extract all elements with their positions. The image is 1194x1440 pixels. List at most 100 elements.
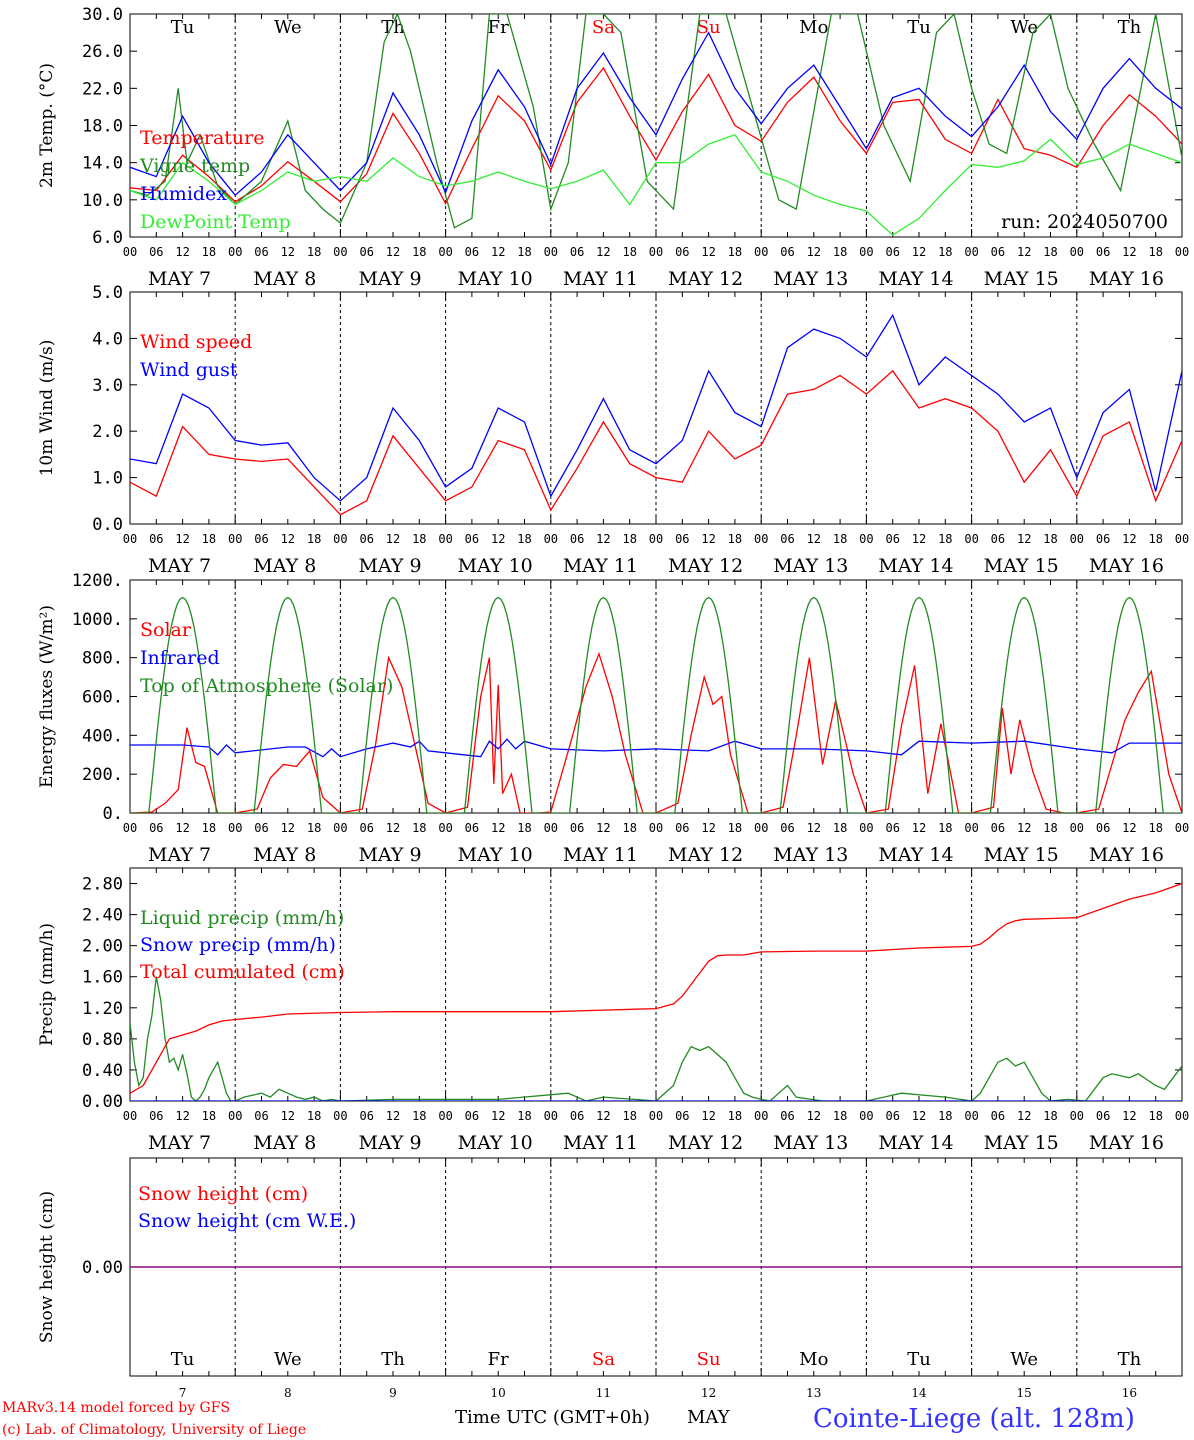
hour-tick-label: 06 [465, 821, 479, 835]
day-number: 11 [596, 1386, 611, 1400]
date-label: MAY 7 [148, 844, 211, 866]
hour-tick-label: 18 [1148, 1109, 1162, 1123]
date-label: MAY 13 [773, 268, 848, 290]
hour-tick-label: 18 [307, 245, 321, 259]
hour-tick-label: 00 [544, 245, 558, 259]
series-line-total-cumulated-cm- [130, 882, 1182, 1094]
hour-tick-label: 06 [465, 532, 479, 546]
date-label: MAY 16 [1089, 555, 1164, 577]
hour-tick-label: 12 [912, 821, 926, 835]
date-label: MAY 8 [253, 555, 316, 577]
y-tick-label: 1000. [72, 610, 123, 630]
hour-tick-label: 12 [491, 532, 505, 546]
hour-tick-label: 18 [728, 821, 742, 835]
panel-4: 0.00 0.40 0.80 1.20 1.60 2.00 2.40 2.80 Precip (… [37, 867, 1189, 1154]
date-label: MAY 13 [773, 555, 848, 577]
hour-tick-label: 00 [333, 1109, 347, 1123]
y-tick-label: 5.0 [92, 283, 123, 303]
hour-tick-label: 00 [228, 821, 242, 835]
model-credit: MARv3.14 model forced by GFS [2, 1400, 230, 1416]
hour-tick-label: 12 [1017, 1109, 1031, 1123]
weekday-label: Tu [907, 1349, 931, 1370]
legend-entry: Total cumulated (cm) [140, 961, 345, 983]
y-axis-label: Snow height (cm) [37, 1191, 57, 1343]
hour-tick-label: 06 [359, 532, 373, 546]
legend-entry: Temperature [140, 127, 264, 149]
y-tick-label: 4.0 [92, 329, 123, 349]
day-number: 14 [911, 1386, 927, 1400]
legend-entry: Humidex [140, 183, 227, 205]
hour-tick-label: 06 [675, 245, 689, 259]
y-tick-label: 0.00 [82, 1258, 123, 1278]
hour-tick-label: 12 [701, 1109, 715, 1123]
date-label: MAY 10 [458, 1132, 533, 1154]
day-number: 7 [179, 1386, 187, 1400]
date-label: MAY 10 [458, 844, 533, 866]
lab-credit: (c) Lab. of Climatology, University of L… [2, 1422, 306, 1438]
hour-tick-label: 00 [228, 1109, 242, 1123]
hour-tick-label: 12 [1122, 821, 1136, 835]
day-number: 9 [389, 1386, 397, 1400]
x-axis-label: Time UTC (GMT+0h) [455, 1407, 650, 1428]
hour-tick-label: 18 [202, 532, 216, 546]
legend-entry: Top of Atmosphere (Solar) [140, 675, 393, 697]
hour-tick-label: 12 [386, 245, 400, 259]
hour-tick-label: 06 [570, 1109, 584, 1123]
hour-tick-label: 06 [675, 821, 689, 835]
date-label: MAY 10 [458, 555, 533, 577]
hour-tick-label: 06 [465, 1109, 479, 1123]
hour-tick-label: 06 [149, 245, 163, 259]
legend-entry: Vigne temp [139, 155, 250, 177]
hour-tick-label: 18 [833, 821, 847, 835]
date-label: MAY 7 [148, 555, 211, 577]
hour-tick-label: 12 [596, 532, 610, 546]
hour-tick-label: 06 [465, 245, 479, 259]
hour-tick-label: 00 [333, 821, 347, 835]
hour-tick-label: 12 [1017, 821, 1031, 835]
hour-tick-label: 12 [386, 1109, 400, 1123]
hour-tick-label: 00 [964, 245, 978, 259]
hour-tick-label: 18 [938, 245, 952, 259]
legend-entry: Snow precip (mm/h) [140, 934, 336, 956]
panel-1: 6.0 10.0 14.0 18.0 22.0 26.0 30.0 2m Temp. (°C)… [37, 5, 1189, 290]
hour-tick-label: 06 [675, 1109, 689, 1123]
hour-tick-label: 18 [1148, 245, 1162, 259]
date-label: MAY 13 [773, 844, 848, 866]
hour-tick-label: 06 [991, 532, 1005, 546]
date-label: MAY 11 [563, 1132, 638, 1154]
date-label: MAY 7 [148, 268, 211, 290]
date-label: MAY 12 [668, 844, 743, 866]
hour-tick-label: 00 [649, 532, 663, 546]
weekday-label: We [1010, 17, 1038, 38]
hour-tick-label: 12 [175, 245, 189, 259]
y-tick-label: 1.0 [92, 469, 123, 489]
hour-tick-label: 00 [333, 245, 347, 259]
hour-tick-label: 18 [412, 821, 426, 835]
legend-entry: Snow height (cm) [138, 1183, 308, 1205]
hour-tick-label: 12 [281, 245, 295, 259]
weekday-label: We [1010, 1349, 1038, 1370]
date-label: MAY 11 [563, 268, 638, 290]
hour-tick-label: 12 [912, 245, 926, 259]
hour-tick-label: 18 [202, 1109, 216, 1123]
y-tick-label: 14.0 [82, 154, 123, 174]
y-tick-label: 18.0 [82, 117, 123, 137]
weekday-label: Th [381, 17, 405, 38]
hour-tick-label: 18 [202, 245, 216, 259]
y-tick-label: 3.0 [92, 376, 123, 396]
hour-tick-label: 00 [754, 532, 768, 546]
panel-2: 0.0 1.0 2.0 3.0 4.0 5.0 10m Wind (m/s) 00 06 12 18… [37, 283, 1189, 577]
y-axis-label: Precip (mm/h) [37, 923, 57, 1046]
hour-tick-label: 12 [701, 245, 715, 259]
hour-tick-label: 18 [622, 821, 636, 835]
legend-entry: Liquid precip (mm/h) [140, 907, 344, 929]
hour-tick-label: 12 [912, 1109, 926, 1123]
date-label: MAY 15 [984, 1132, 1059, 1154]
hour-tick-label: 00 [859, 532, 873, 546]
hour-tick-label: 00 [1175, 1109, 1189, 1123]
y-tick-label: 2.00 [82, 937, 123, 957]
hour-tick-label: 12 [1122, 245, 1136, 259]
hour-tick-label: 18 [728, 1109, 742, 1123]
hour-tick-label: 00 [754, 1109, 768, 1123]
hour-tick-label: 18 [517, 821, 531, 835]
